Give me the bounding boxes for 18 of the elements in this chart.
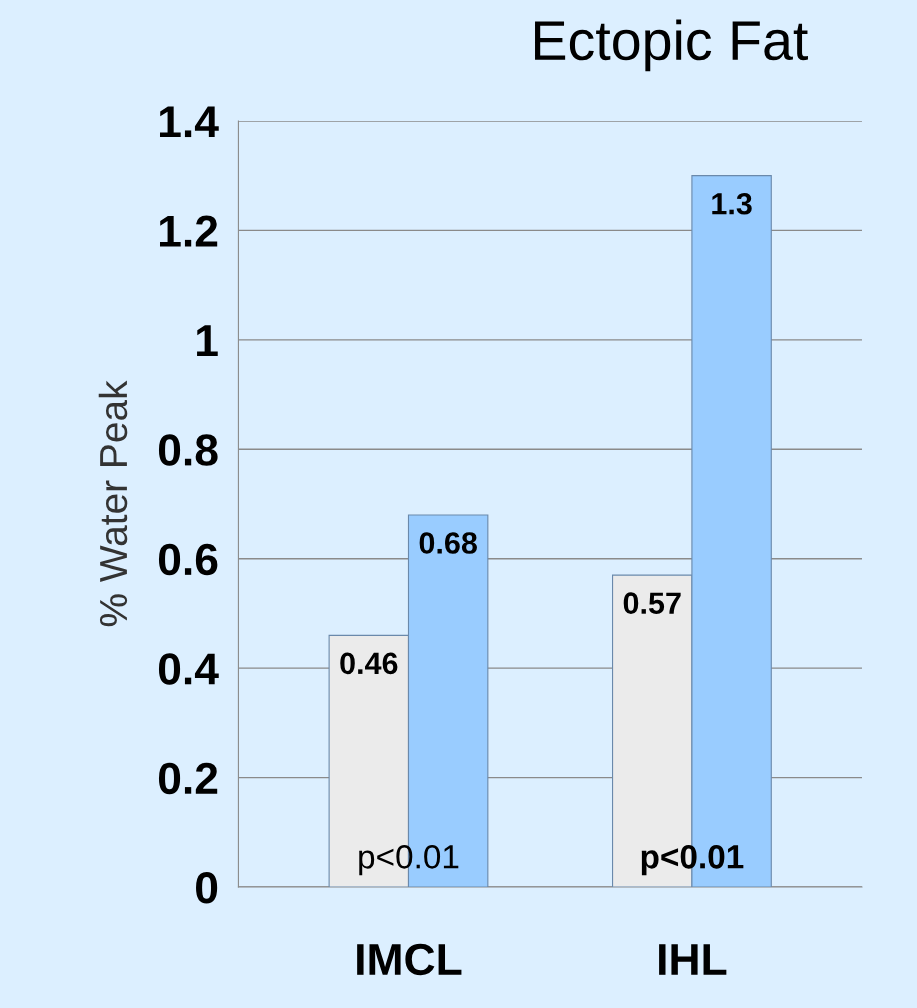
- x-tick-label: IMCL: [357, 943, 462, 976]
- y-tick-label: 1: [197, 325, 218, 356]
- y-tick-label: 0.6: [158, 543, 218, 576]
- y-tick-label: 0: [196, 872, 218, 904]
- y-tick-label: 1.4: [160, 106, 219, 138]
- annotation: p<0.01: [641, 845, 744, 876]
- x-tick-label: IHL: [659, 944, 727, 975]
- y-tick-label: 0.2: [158, 762, 218, 795]
- y-tick-label: 1.2: [160, 215, 218, 247]
- y-axis-title: % Water Peak: [98, 380, 128, 627]
- data-label: 1.3: [712, 192, 752, 215]
- data-label: 0.68: [419, 532, 477, 554]
- y-tick-label: 0.8: [158, 434, 218, 466]
- data-label: 0.57: [623, 592, 681, 614]
- data-label: 0.46: [340, 652, 398, 675]
- annotation: p<0.01: [359, 845, 459, 876]
- chart-title: Ectopic Fat: [535, 19, 808, 72]
- y-tick-label: 0.4: [158, 653, 219, 685]
